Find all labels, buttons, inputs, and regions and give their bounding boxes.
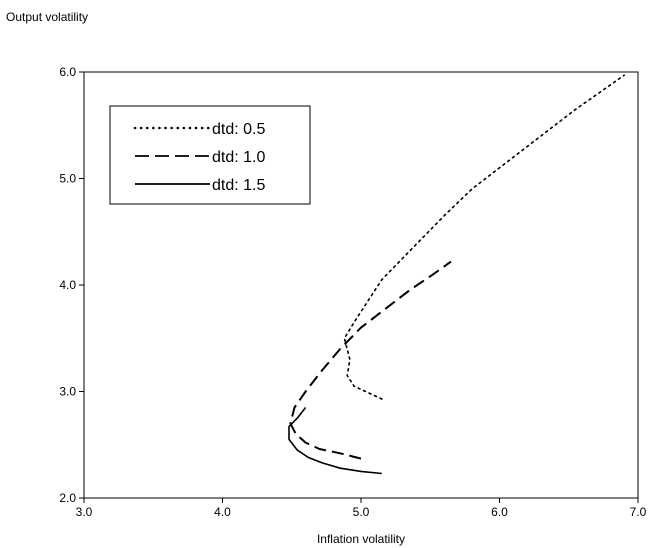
y-tick-label: 3.0 bbox=[59, 385, 76, 399]
legend-label-3: dtd: 1.5 bbox=[212, 177, 265, 194]
y-axis-title: Output volatility bbox=[6, 10, 89, 24]
legend-label-2: dtd: 1.0 bbox=[212, 149, 265, 166]
legend-label-1: dtd: 0.5 bbox=[212, 121, 265, 138]
legend-box bbox=[109, 105, 311, 205]
x-tick-label: 5.0 bbox=[353, 505, 370, 519]
x-tick-label: 4.0 bbox=[214, 505, 231, 519]
legend: dtd: 0.5 dtd: 1.0 dtd: 1.5 bbox=[109, 105, 311, 205]
y-tick-label: 5.0 bbox=[59, 172, 76, 186]
y-tick-label: 2.0 bbox=[59, 491, 76, 505]
x-axis-title: Inflation volatility bbox=[317, 532, 405, 546]
y-tick-label: 6.0 bbox=[59, 65, 76, 79]
x-tick-label: 6.0 bbox=[491, 505, 508, 519]
x-tick-label: 3.0 bbox=[76, 505, 93, 519]
x-tick-label: 7.0 bbox=[630, 505, 647, 519]
axis-ticks: 3.0 4.0 5.0 6.0 7.02.03.04.05.06.0 bbox=[59, 65, 646, 519]
y-tick-label: 4.0 bbox=[59, 278, 76, 292]
series-group bbox=[288, 74, 625, 475]
series-line-3 bbox=[288, 407, 382, 475]
series-line-2 bbox=[289, 260, 452, 460]
series-line-1 bbox=[343, 74, 625, 400]
